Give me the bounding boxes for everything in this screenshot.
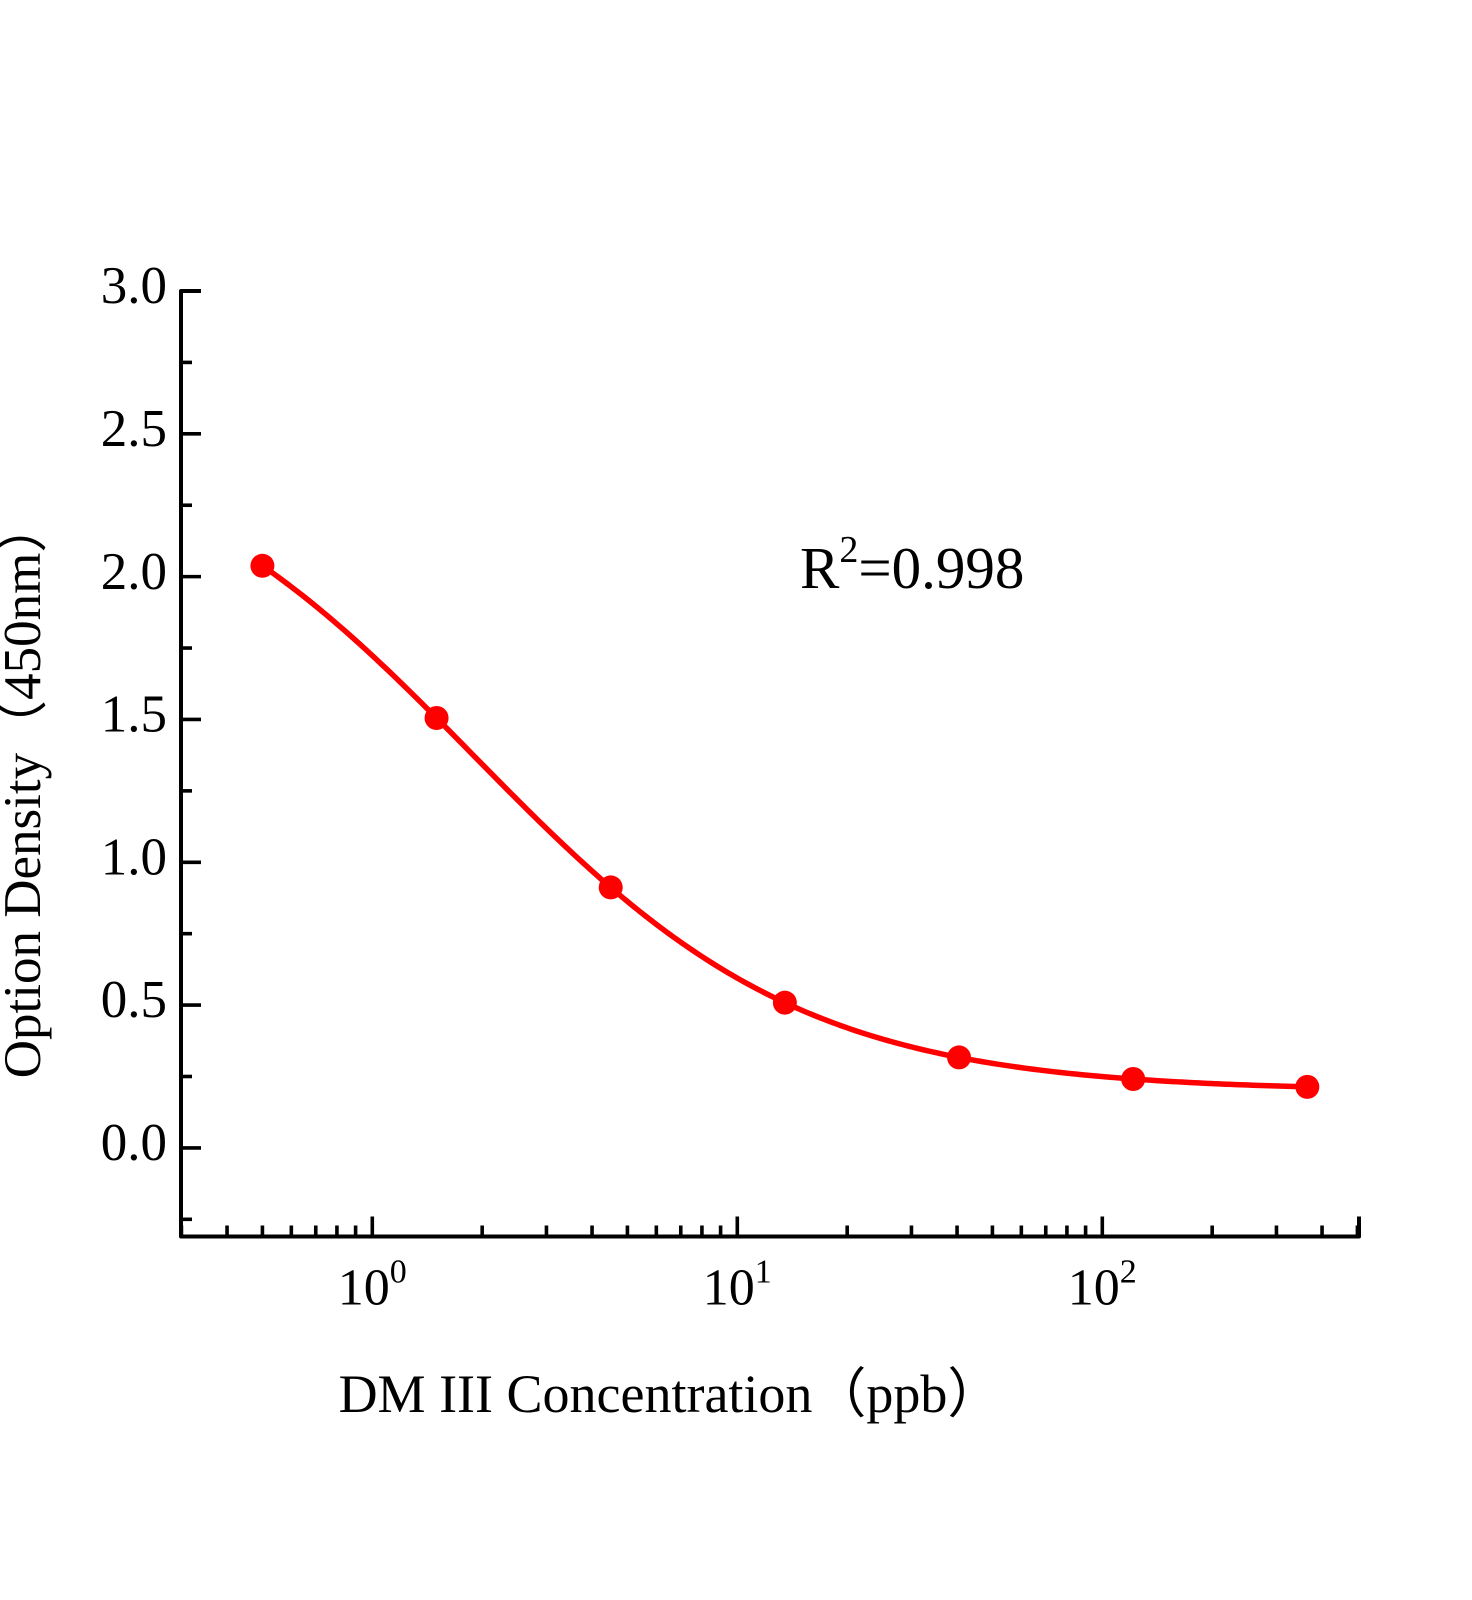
- svg-text:2.0: 2.0: [101, 543, 167, 601]
- svg-text:3.0: 3.0: [101, 257, 167, 315]
- svg-text:101: 101: [703, 1254, 772, 1317]
- svg-text:102: 102: [1068, 1254, 1137, 1317]
- svg-text:1.0: 1.0: [101, 828, 167, 886]
- svg-text:1.5: 1.5: [101, 686, 167, 744]
- svg-text:R2=0.998: R2=0.998: [800, 529, 1024, 601]
- svg-text:Option Density（450nm）: Option Density（450nm）: [0, 500, 52, 1079]
- svg-text:0.0: 0.0: [101, 1114, 167, 1172]
- svg-text:100: 100: [338, 1254, 407, 1317]
- svg-text:DM III Concentration（ppb）: DM III Concentration（ppb）: [339, 1364, 1002, 1424]
- svg-text:0.5: 0.5: [101, 971, 167, 1029]
- svg-text:2.5: 2.5: [101, 400, 167, 458]
